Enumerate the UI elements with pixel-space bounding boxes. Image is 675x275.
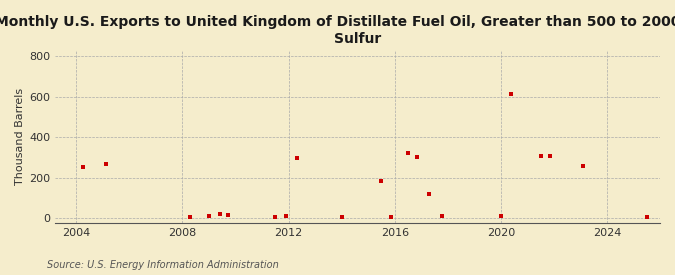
Point xyxy=(100,162,111,167)
Point xyxy=(291,156,302,161)
Point xyxy=(336,215,347,219)
Point xyxy=(376,178,387,183)
Point xyxy=(437,214,448,219)
Point xyxy=(214,212,225,217)
Point xyxy=(535,154,546,159)
Title: Monthly U.S. Exports to United Kingdom of Distillate Fuel Oil, Greater than 500 : Monthly U.S. Exports to United Kingdom o… xyxy=(0,15,675,46)
Point xyxy=(578,163,589,168)
Y-axis label: Thousand Barrels: Thousand Barrels xyxy=(15,88,25,185)
Point xyxy=(495,214,506,219)
Point xyxy=(506,92,517,96)
Point xyxy=(641,215,652,219)
Point xyxy=(412,155,423,160)
Point xyxy=(185,215,196,219)
Point xyxy=(545,154,556,159)
Point xyxy=(385,215,396,219)
Point xyxy=(424,192,435,196)
Point xyxy=(204,213,215,218)
Text: Source: U.S. Energy Information Administration: Source: U.S. Energy Information Administ… xyxy=(47,260,279,270)
Point xyxy=(78,164,88,169)
Point xyxy=(270,215,281,219)
Point xyxy=(281,214,292,219)
Point xyxy=(222,213,233,217)
Point xyxy=(402,151,413,156)
